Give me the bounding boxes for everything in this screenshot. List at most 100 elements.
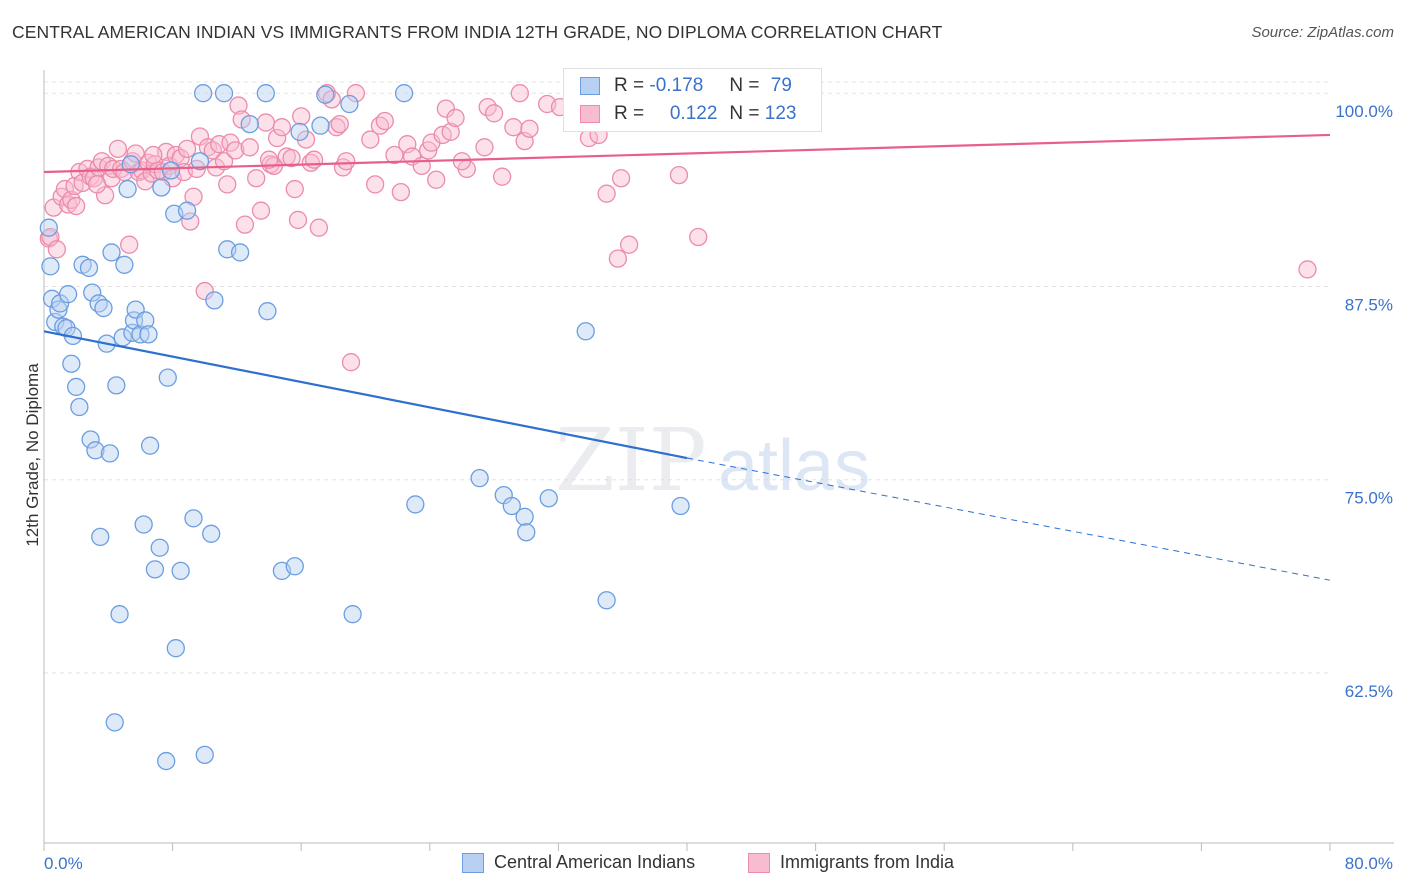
data-point-pink xyxy=(1298,260,1317,279)
data-point-blue xyxy=(157,751,176,771)
stats-legend: R = -0.178 N = 79 R = 0.122 N = 123 xyxy=(563,68,822,132)
data-point-pink xyxy=(288,210,308,230)
data-point-pink xyxy=(436,99,456,118)
data-point-pink xyxy=(282,148,301,168)
r-label: R = xyxy=(614,103,645,124)
data-point-pink xyxy=(195,281,214,301)
data-point-blue xyxy=(134,515,153,534)
stats-legend-row-blue: R = -0.178 N = 79 xyxy=(580,74,792,98)
data-point-pink xyxy=(391,182,411,202)
data-point-blue xyxy=(671,496,690,516)
watermark: ZIP atlas xyxy=(555,411,870,511)
data-point-blue xyxy=(94,298,113,318)
data-point-pink xyxy=(689,227,708,247)
y-tick-label: 87.5% xyxy=(1345,295,1393,314)
data-point-blue xyxy=(152,178,171,197)
data-point-pink xyxy=(427,170,446,189)
data-point-blue xyxy=(161,161,181,180)
data-point-pink xyxy=(475,138,494,157)
data-point-pink xyxy=(267,128,287,148)
r-label: R = xyxy=(614,75,645,96)
data-point-blue xyxy=(49,300,68,319)
data-point-blue xyxy=(166,639,185,658)
data-point-pink xyxy=(504,118,523,137)
data-point-pink xyxy=(375,111,394,131)
data-point-pink xyxy=(171,148,190,168)
n-value: 123 xyxy=(764,103,797,124)
data-point-pink xyxy=(181,212,200,231)
data-point-pink xyxy=(304,150,324,169)
data-point-blue xyxy=(316,85,335,104)
data-point-pink xyxy=(608,249,628,268)
blue-swatch xyxy=(580,77,600,95)
data-point-blue xyxy=(102,243,121,262)
pink-swatch xyxy=(580,105,600,123)
data-point-pink xyxy=(611,169,631,188)
data-point-blue xyxy=(517,523,536,542)
data-point-blue xyxy=(202,524,221,543)
data-point-pink xyxy=(446,108,465,128)
data-point-pink xyxy=(226,141,245,160)
data-point-pink xyxy=(272,118,292,137)
data-point-blue xyxy=(115,255,134,274)
data-point-pink xyxy=(285,179,304,199)
data-point-blue xyxy=(158,368,177,387)
data-point-blue xyxy=(79,258,99,278)
data-point-pink xyxy=(247,169,266,188)
data-point-blue xyxy=(285,557,304,576)
data-point-blue xyxy=(118,179,137,199)
data-point-blue xyxy=(240,114,259,134)
data-point-pink xyxy=(330,114,349,134)
data-point-pink xyxy=(214,152,234,171)
data-point-blue xyxy=(214,84,234,103)
gridlines xyxy=(44,81,1330,674)
legend-item-immigrants-from-india: Immigrants from India xyxy=(748,852,954,873)
data-point-blue xyxy=(311,116,330,135)
data-point-blue xyxy=(539,489,558,508)
stats-legend-row-pink: R = 0.122 N = 123 xyxy=(580,102,796,126)
data-point-pink xyxy=(67,196,86,216)
y-tick-label: 75.0% xyxy=(1345,489,1393,508)
data-point-pink xyxy=(385,145,404,165)
data-point-pink xyxy=(126,144,145,163)
data-point-pink xyxy=(619,235,639,254)
data-point-pink xyxy=(177,139,197,158)
data-point-blue xyxy=(139,325,158,344)
data-point-pink xyxy=(256,113,275,132)
data-point-pink xyxy=(47,240,67,259)
data-point-blue xyxy=(406,495,425,514)
data-point-blue xyxy=(83,283,102,302)
data-point-blue xyxy=(86,441,105,460)
n-label: N = xyxy=(729,103,760,124)
data-point-blue xyxy=(177,201,197,220)
data-point-blue xyxy=(230,243,250,262)
legend-swatch-pink xyxy=(748,852,770,873)
legend-label-pink: Immigrants from India xyxy=(780,852,955,872)
data-point-pink xyxy=(62,190,81,210)
data-point-blue xyxy=(256,84,275,103)
data-point-pink xyxy=(229,96,248,115)
data-point-blue xyxy=(150,538,169,557)
series-legend: Central American Indians Immigrants from… xyxy=(0,852,1406,878)
data-point-blue xyxy=(39,218,58,237)
data-point-blue xyxy=(70,397,89,417)
axes xyxy=(43,70,1394,851)
data-point-pink xyxy=(341,353,361,372)
data-point-blue xyxy=(105,713,124,732)
data-point-pink xyxy=(365,175,385,194)
chart-source: Source: ZipAtlas.com xyxy=(1251,24,1394,41)
trend-lines xyxy=(43,133,1331,581)
data-point-pink xyxy=(108,139,128,158)
data-point-blue xyxy=(62,354,81,373)
legend-label-blue: Central American Indians xyxy=(494,852,696,872)
series-immigrants-from-india xyxy=(39,84,1317,372)
data-point-pink xyxy=(120,235,139,254)
n-value: 79 xyxy=(770,75,792,96)
r-value: 0.122 xyxy=(669,103,718,124)
data-point-blue xyxy=(91,527,110,547)
data-point-blue xyxy=(58,285,78,304)
data-point-pink xyxy=(346,84,366,103)
data-point-pink xyxy=(240,138,259,157)
data-point-blue xyxy=(171,561,190,581)
